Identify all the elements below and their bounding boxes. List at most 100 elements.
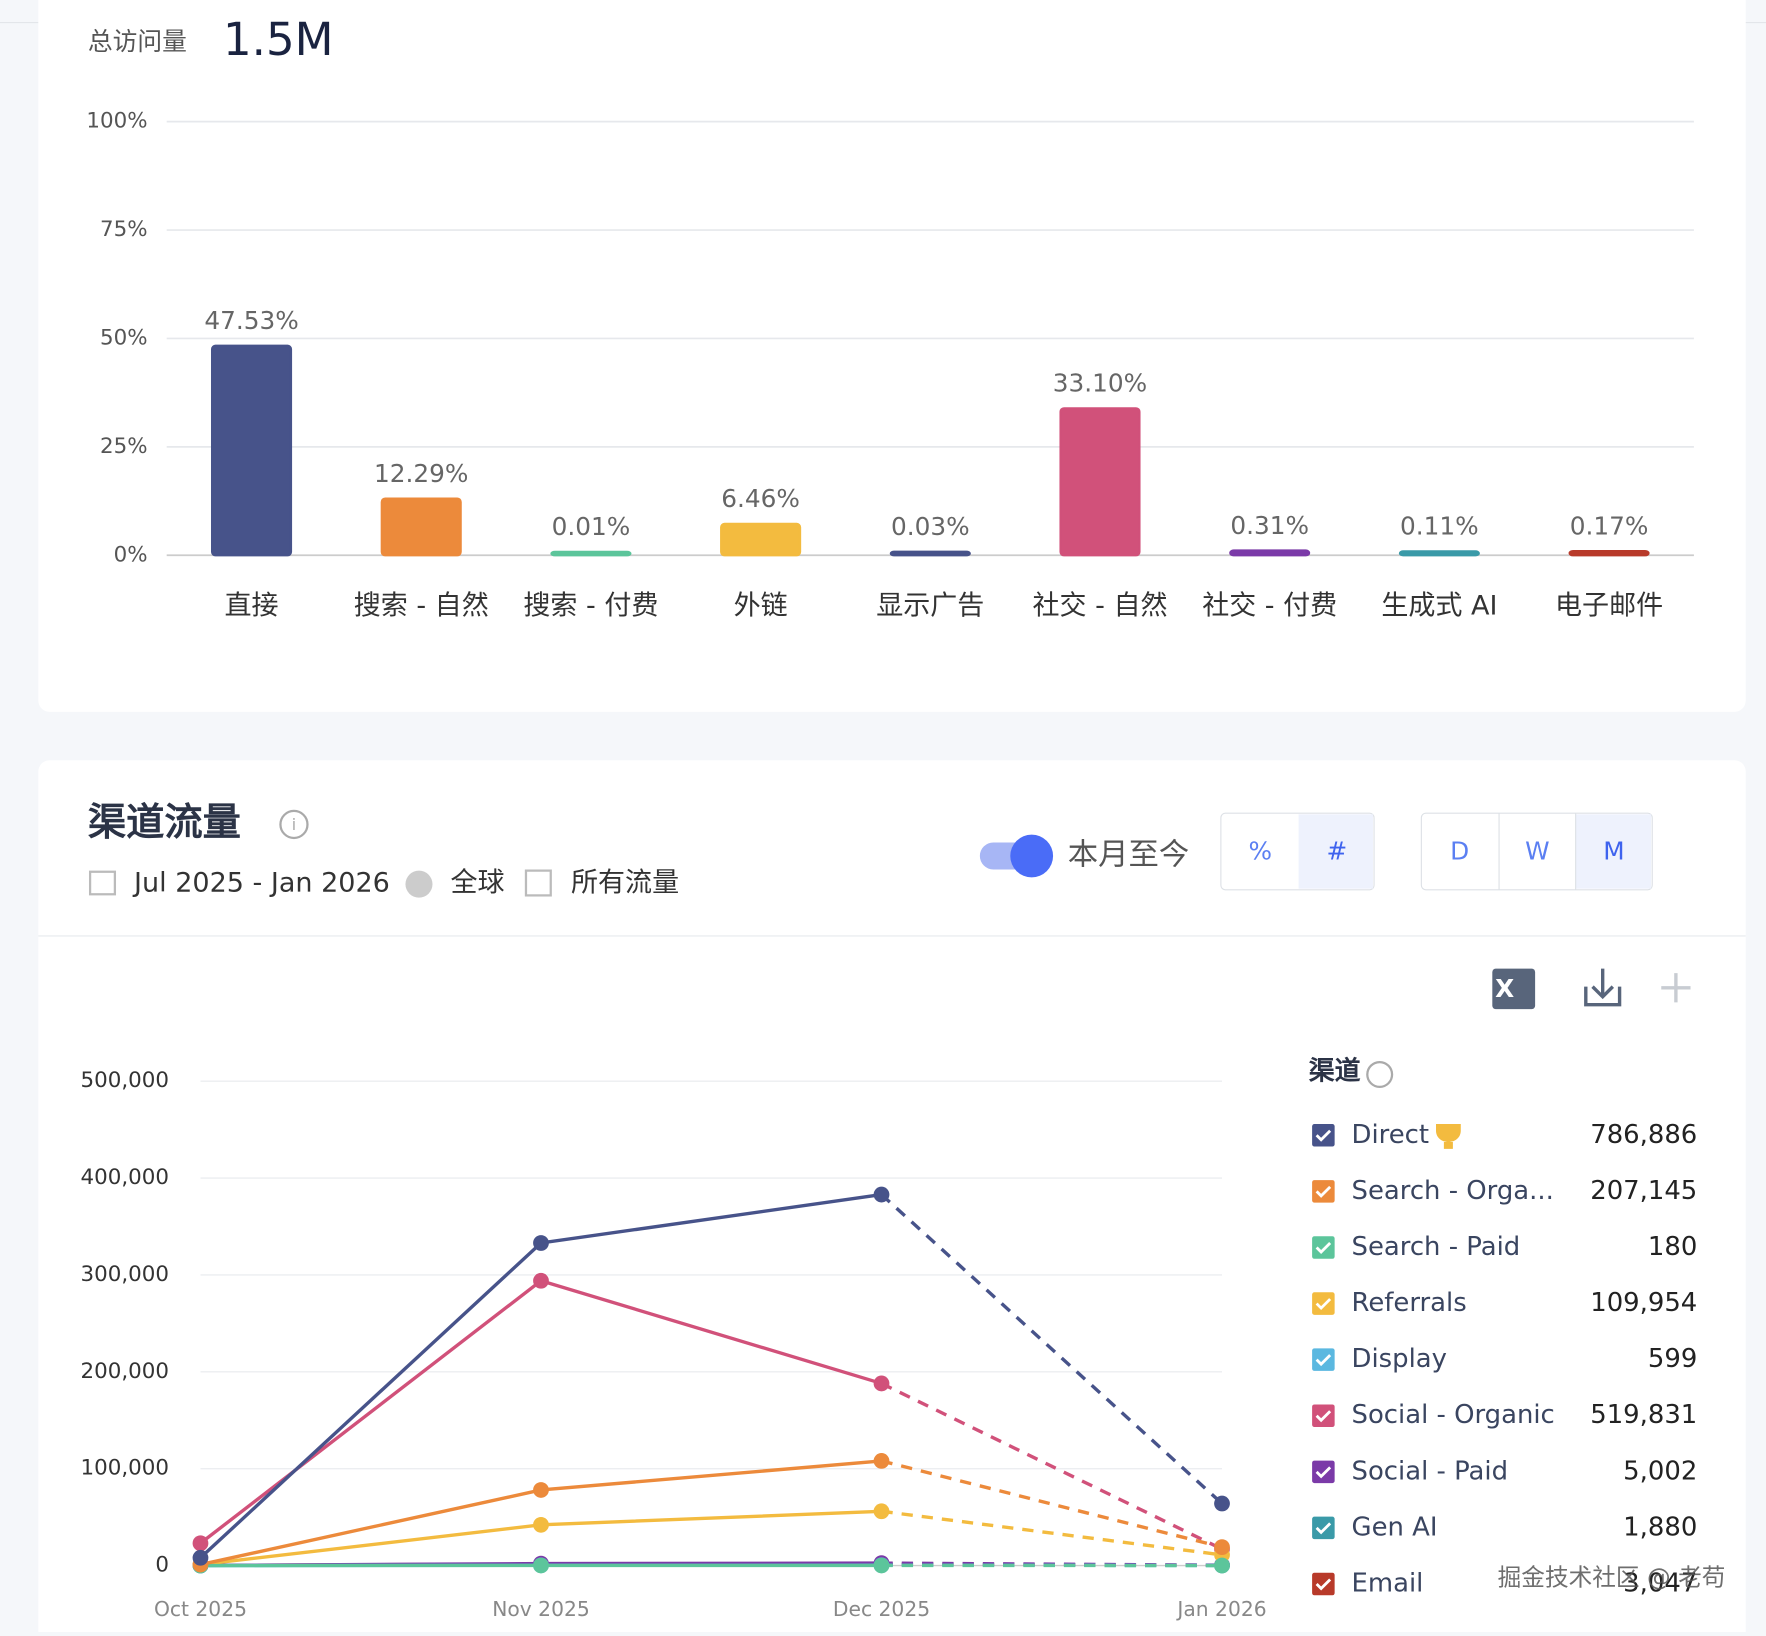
total-value: 1.5M [223, 13, 334, 66]
point [874, 1503, 890, 1519]
legend-name: Direct [1352, 1120, 1430, 1150]
point [533, 1235, 549, 1251]
region[interactable]: 全球 [451, 868, 505, 899]
point [1214, 1496, 1230, 1512]
legend-checkbox[interactable] [1312, 1292, 1335, 1315]
point [193, 1535, 209, 1551]
legend-checkbox[interactable] [1312, 1404, 1335, 1427]
y-tick-label: 100% [86, 109, 147, 134]
legend-name: Gen AI [1352, 1512, 1438, 1542]
legend-title: 渠道 [1309, 1056, 1361, 1087]
x-tick-label: 外链 [734, 591, 788, 622]
excel-glyph: X [1495, 974, 1514, 1003]
y-tick-label: 200,000 [81, 1359, 169, 1384]
y-tick-label: 500,000 [81, 1068, 169, 1093]
legend-name: Social - Organic [1352, 1400, 1555, 1430]
total-label: 总访问量 [88, 27, 187, 56]
y-tick-label: 100,000 [81, 1456, 169, 1481]
y-tick-label: 0% [114, 542, 148, 567]
value-label: 33.10% [1053, 369, 1147, 398]
legend-name: Display [1352, 1344, 1447, 1374]
point [1214, 1539, 1230, 1555]
legend-total: 599 [1648, 1344, 1697, 1374]
legend-total: 1,880 [1623, 1512, 1697, 1542]
legend-name: Email [1352, 1569, 1424, 1599]
value-label: 0.11% [1400, 512, 1479, 541]
legend-total: 5,002 [1623, 1456, 1697, 1486]
bar [721, 524, 800, 555]
legend-checkbox[interactable] [1312, 1573, 1335, 1596]
point [533, 1558, 549, 1574]
point [193, 1550, 209, 1566]
toggle-knob[interactable] [1010, 835, 1053, 878]
point [874, 1187, 890, 1203]
point [874, 1558, 890, 1574]
bar [212, 346, 291, 555]
point [533, 1482, 549, 1498]
point [874, 1376, 890, 1392]
x-tick-label: 电子邮件 [1555, 591, 1663, 622]
legend-name: Referrals [1352, 1288, 1467, 1318]
legend-total: 180 [1648, 1232, 1697, 1262]
y-tick-label: 0 [155, 1553, 169, 1578]
legend-total: 519,831 [1590, 1400, 1697, 1430]
value-label: 0.01% [552, 512, 631, 541]
legend-checkbox[interactable] [1312, 1180, 1335, 1203]
value-label: 0.03% [891, 512, 970, 541]
y-tick-label: 75% [100, 217, 148, 242]
granularity-button[interactable]: W [1525, 837, 1549, 866]
info-glyph: i [292, 815, 296, 834]
x-tick-label: 社交 - 自然 [1032, 591, 1167, 622]
x-tick-label: Nov 2025 [492, 1597, 590, 1621]
value-label: 47.53% [204, 306, 298, 335]
x-tick-label: Jan 2026 [1175, 1597, 1266, 1621]
legend-total: 109,954 [1590, 1288, 1697, 1318]
granularity-button[interactable]: M [1603, 837, 1624, 866]
bar [891, 552, 970, 556]
x-tick-label: 搜索 - 自然 [354, 591, 489, 622]
traffic-type[interactable]: 所有流量 [571, 868, 679, 899]
point [874, 1453, 890, 1469]
legend-total: 786,886 [1590, 1120, 1697, 1150]
mode-button[interactable]: # [1327, 837, 1348, 866]
x-tick-label: 显示广告 [876, 591, 984, 622]
legend-name: Social - Paid [1352, 1456, 1509, 1486]
point [1214, 1558, 1230, 1574]
x-tick-label: Dec 2025 [833, 1597, 930, 1621]
bar [1230, 551, 1309, 556]
legend-checkbox[interactable] [1312, 1348, 1335, 1371]
legend-checkbox[interactable] [1312, 1517, 1335, 1540]
granularity-button[interactable]: D [1450, 837, 1469, 866]
y-tick-label: 400,000 [81, 1165, 169, 1190]
bar [1570, 551, 1649, 555]
legend-name: Search - Orga... [1352, 1176, 1554, 1206]
x-tick-label: 生成式 AI [1381, 591, 1497, 622]
x-tick-label: 直接 [225, 591, 279, 622]
value-label: 0.17% [1570, 511, 1649, 540]
legend-checkbox[interactable] [1312, 1461, 1335, 1484]
bar [551, 552, 630, 555]
toggle-label: 本月至今 [1068, 837, 1190, 872]
legend-checkbox[interactable] [1312, 1236, 1335, 1259]
point [533, 1517, 549, 1533]
date-range[interactable]: Jul 2025 - Jan 2026 [132, 868, 390, 899]
watermark: 掘金技术社区 @ 老苟 [1498, 1564, 1726, 1592]
value-label: 0.31% [1230, 511, 1309, 540]
x-tick-label: Oct 2025 [154, 1597, 247, 1621]
y-tick-label: 25% [100, 434, 148, 459]
x-tick-label: 社交 - 付费 [1202, 591, 1337, 622]
x-tick-label: 搜索 - 付费 [523, 591, 658, 622]
legend-name: Search - Paid [1352, 1232, 1521, 1262]
globe-icon [405, 871, 432, 898]
bar [1400, 551, 1479, 555]
bar [1061, 408, 1140, 555]
point [533, 1273, 549, 1289]
mode-button[interactable]: % [1249, 837, 1273, 866]
y-tick-label: 300,000 [81, 1262, 169, 1287]
legend-checkbox[interactable] [1312, 1124, 1335, 1147]
bar [382, 499, 461, 556]
value-label: 6.46% [721, 484, 800, 513]
value-label: 12.29% [374, 459, 468, 488]
